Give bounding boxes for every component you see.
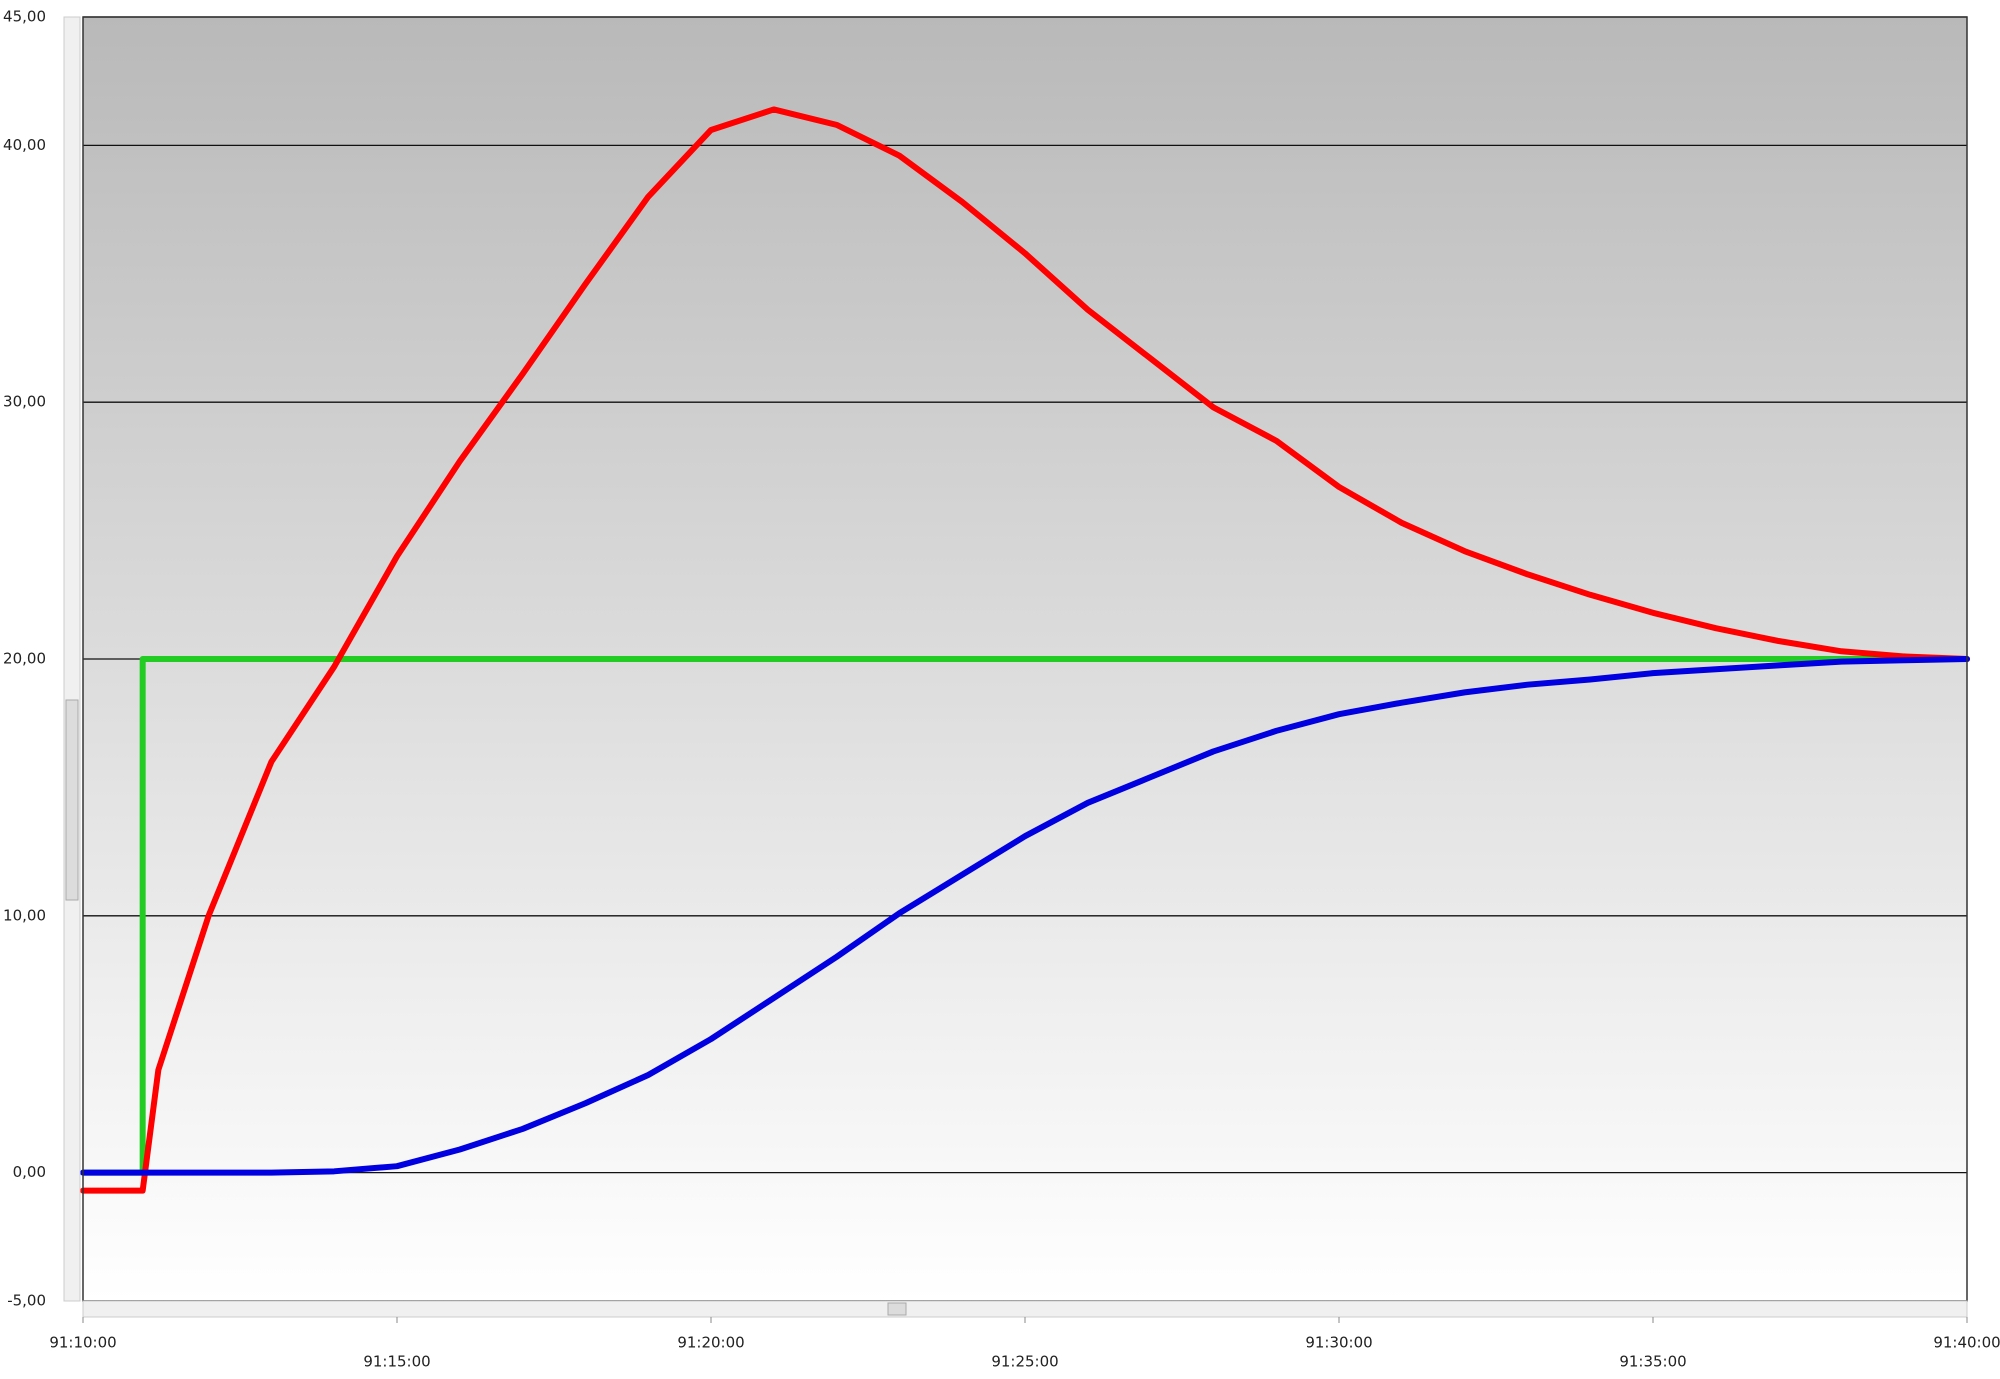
y-tick-label: 0,00 [13, 1163, 46, 1181]
series-line [80, 656, 1970, 1176]
x-tick-label: 91:25:00 [991, 1353, 1058, 1371]
x-tick-label: 91:35:00 [1619, 1353, 1686, 1371]
series-line [80, 106, 1970, 1194]
vertical-scroll-thumb[interactable] [65, 699, 79, 901]
y-tick-label: -5,00 [7, 1292, 46, 1310]
vertical-scrollbar[interactable] [63, 16, 81, 1302]
lines [80, 106, 1970, 1194]
x-tick-label: 91:30:00 [1305, 1334, 1372, 1352]
x-tick-label: 91:20:00 [677, 1334, 744, 1352]
y-tick-label: 20,00 [3, 650, 46, 668]
horizontal-scrollbar[interactable] [82, 1300, 1968, 1318]
y-tick-label: 10,00 [3, 906, 46, 924]
x-tick-label: 91:40:00 [1933, 1334, 2000, 1352]
y-tick-label: 40,00 [3, 136, 46, 154]
horizontal-scroll-thumb[interactable] [887, 1302, 907, 1316]
y-tick-label: 30,00 [3, 393, 46, 411]
y-tick-label: 45,00 [3, 8, 46, 26]
x-tick-label: 91:15:00 [363, 1353, 430, 1371]
x-tick-label: 91:10:00 [49, 1334, 116, 1352]
